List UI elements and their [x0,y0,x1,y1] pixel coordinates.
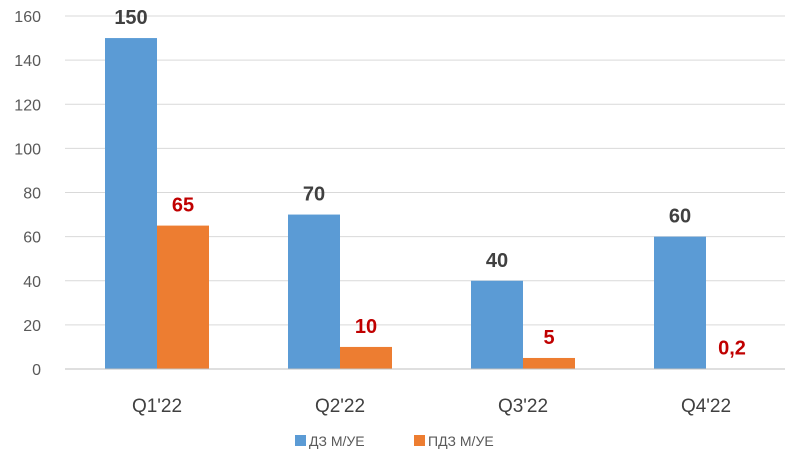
data-label-1-1: 150 [114,7,147,29]
legend: ДЗ М/УЕ ПДЗ М/УЕ [295,433,494,449]
y-tick-label-100: 100 [14,141,41,158]
data-label-2-4: 0,2 [718,338,746,360]
x-axis-categories: Q1'22 Q2'22 Q3'22 Q4'22 [132,396,731,417]
y-axis-ticks: 0 20 40 60 80 100 120 140 160 [14,9,41,379]
data-label-1-2: 70 [303,184,325,206]
y-tick-label-120: 120 [14,97,41,114]
x-category-label-4: Q4'22 [681,396,731,417]
legend-label-2: ПДЗ М/УЕ [428,433,494,449]
y-tick-label-60: 60 [23,230,41,247]
bar-2-3 [523,357,575,369]
x-category-label-1: Q1'22 [132,396,182,417]
data-label-1-4: 60 [669,206,691,228]
value-labels: 150 65 70 10 40 5 60 0,2 [114,7,746,359]
data-label-2-2: 10 [355,316,377,338]
y-tick-label-80: 80 [23,186,41,203]
bar-1-1 [105,38,157,369]
data-label-1-3: 40 [486,250,508,272]
bar-2-1 [157,225,209,369]
bar-1-4 [654,236,706,369]
legend-label-1: ДЗ М/УЕ [309,433,365,449]
bar-2-2 [340,346,392,369]
x-category-label-2: Q2'22 [315,396,365,417]
bar-1-2 [288,214,340,369]
y-tick-label-0: 0 [32,362,41,379]
y-tick-label-20: 20 [23,318,41,335]
legend-swatch-1 [295,435,306,446]
x-category-label-3: Q3'22 [498,396,548,417]
legend-swatch-2 [414,435,425,446]
y-tick-label-160: 160 [14,9,41,26]
data-label-2-3: 5 [543,327,554,349]
data-label-2-1: 65 [172,195,194,217]
bars [105,38,758,369]
bar-1-3 [471,280,523,369]
y-tick-label-140: 140 [14,53,41,70]
y-tick-label-40: 40 [23,274,41,291]
